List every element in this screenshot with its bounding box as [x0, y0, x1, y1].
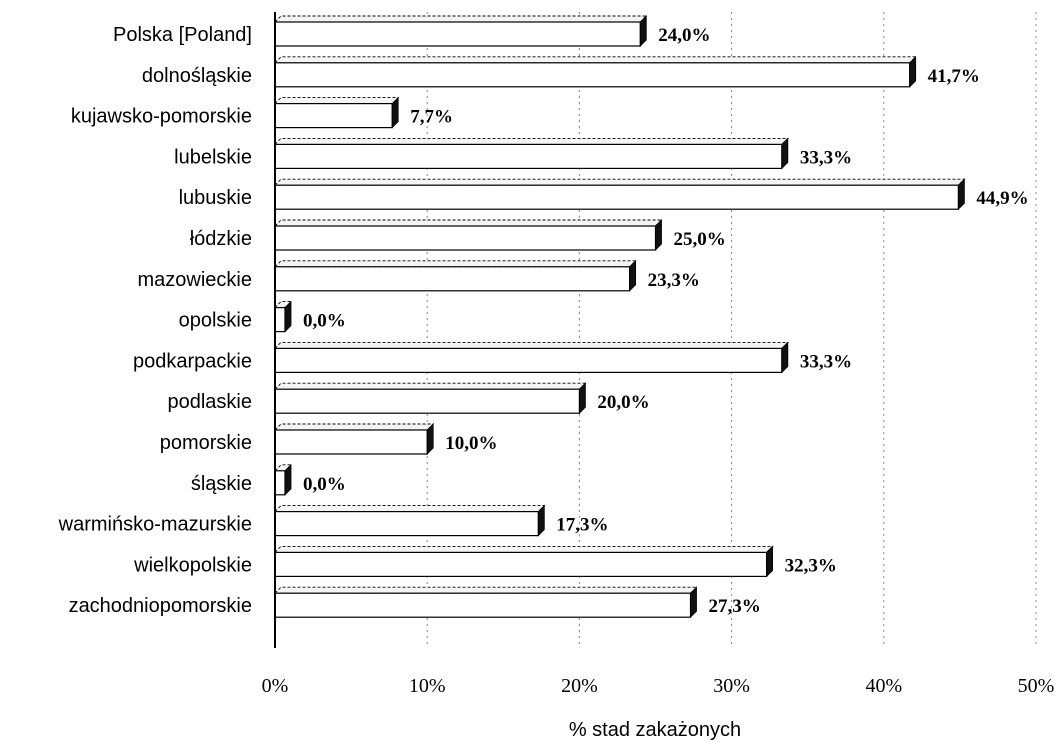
category-label: zachodniopomorskie	[69, 595, 252, 617]
bar-top-face	[273, 586, 698, 594]
category-label: wielkopolskie	[133, 554, 252, 576]
bar	[274, 307, 286, 333]
gridlines	[426, 12, 1037, 648]
category-label: podkarpackie	[133, 350, 252, 372]
bar-end-cap	[284, 300, 292, 333]
bar	[274, 62, 911, 88]
bar	[274, 347, 783, 373]
bar-top-face	[273, 382, 587, 390]
bar-top-face	[273, 219, 663, 227]
bar-top-face	[273, 56, 917, 64]
category-label: dolnośląskie	[142, 65, 252, 87]
category-label: podlaskie	[167, 391, 252, 413]
bar-end-cap	[284, 463, 292, 496]
bar-top-face	[273, 97, 400, 105]
x-tick-labels: 0% 10% 20% 30% 40% 50%	[262, 675, 1055, 697]
value-label: 20,0%	[597, 392, 649, 413]
value-label: 0,0%	[303, 474, 346, 495]
category-labels: Polska [Poland] dolnośląskie kujawsko-pomo…	[58, 24, 252, 617]
value-label: 25,0%	[674, 229, 726, 250]
bar	[274, 21, 641, 47]
value-label: 7,7%	[410, 107, 453, 128]
value-label: 33,3%	[800, 147, 852, 168]
bar	[274, 225, 657, 251]
bar-end-cap	[426, 423, 434, 455]
value-label: 0,0%	[303, 311, 346, 332]
category-label: opolskie	[179, 310, 252, 332]
category-label: pomorskie	[160, 432, 252, 454]
category-label: lubuskie	[179, 187, 252, 209]
bar-top-face	[273, 15, 648, 23]
bar-top-face	[273, 178, 966, 186]
bar	[274, 592, 692, 618]
value-label: 32,3%	[785, 555, 837, 576]
value-label: 33,3%	[800, 351, 852, 372]
x-tick-label: 50%	[1018, 675, 1055, 697]
bar	[274, 551, 768, 578]
bar-end-cap	[957, 178, 965, 211]
value-label: 27,3%	[709, 596, 761, 617]
category-label: mazowieckie	[138, 269, 252, 291]
bar-top-face	[273, 137, 789, 145]
category-label: warmińsko-mazurskie	[58, 514, 252, 536]
x-tick-label: 10%	[409, 675, 446, 697]
value-label: 44,9%	[976, 188, 1028, 209]
bar-end-cap	[690, 586, 697, 619]
bar	[274, 266, 631, 292]
bar	[274, 470, 286, 496]
x-tick-label: 0%	[262, 675, 289, 697]
bar-top-face	[273, 545, 774, 553]
bar	[274, 511, 539, 537]
value-label: 41,7%	[928, 66, 980, 87]
value-label: 10,0%	[445, 433, 497, 454]
bar	[274, 429, 428, 455]
bar-end-cap	[537, 504, 545, 537]
value-label: 17,3%	[556, 515, 608, 536]
bar-end-cap	[655, 219, 662, 251]
category-label: Polska [Poland]	[113, 24, 252, 46]
bar	[274, 388, 580, 414]
category-label: lubelskie	[174, 146, 252, 168]
bar-top-face	[273, 505, 546, 513]
bar-end-cap	[579, 382, 586, 415]
x-tick-label: 20%	[561, 675, 598, 697]
x-axis-title: % stad zakażonych	[569, 719, 741, 741]
bar-end-cap	[909, 55, 917, 88]
category-label: kujawsko-pomorskie	[71, 106, 252, 128]
bar-end-cap	[639, 15, 647, 47]
bar-end-cap	[781, 137, 789, 170]
bar	[274, 102, 393, 129]
bar	[274, 184, 959, 210]
bar-top-face	[273, 423, 435, 431]
bar-end-cap	[781, 341, 789, 374]
value-label: 24,0%	[658, 25, 710, 46]
bar-end-cap	[629, 259, 637, 292]
bar-end-cap	[766, 545, 774, 578]
x-tick-label: 30%	[713, 675, 750, 697]
value-labels: 24,0% 41,7% 7,7% 33,3% 44,9% 25,0% 23,3% 0,0% 33…	[303, 25, 1029, 617]
bars	[273, 15, 966, 619]
x-tick-label: 40%	[865, 675, 902, 697]
bar-end-cap	[391, 96, 399, 129]
bar-top-face	[273, 341, 789, 349]
category-label: śląskie	[191, 473, 252, 495]
bar	[274, 143, 783, 169]
value-label: 23,3%	[648, 270, 700, 291]
category-label: łódzkie	[190, 228, 252, 250]
bar-top-face	[273, 260, 637, 268]
